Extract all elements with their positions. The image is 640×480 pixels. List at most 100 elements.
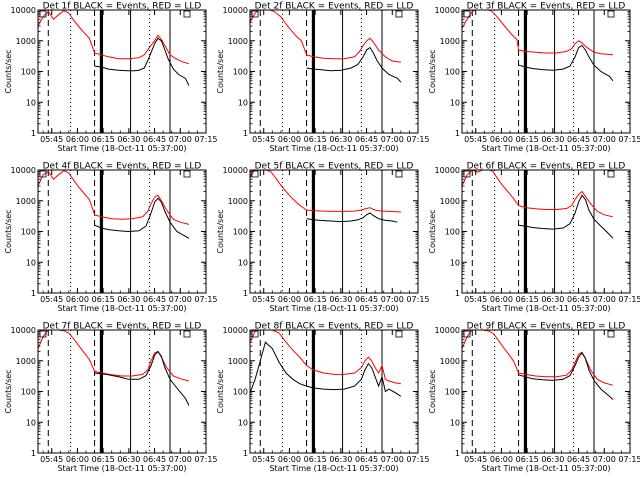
x-tick-label: 06:30 [117,455,140,464]
panel-title: Det 5f BLACK = Events, RED = LLD [255,162,414,172]
x-tick-label: 05:45 [252,295,275,304]
x-tick-label: 05:45 [252,455,275,464]
x-tick-label: 06:30 [117,135,140,144]
plot-frame [461,169,631,294]
x-tick-label: 06:00 [490,455,513,464]
x-tick-label: 07:15 [618,455,640,464]
y-tick-label: 1000 [440,357,460,366]
corner-box-marker [183,170,191,178]
x-axis-label: Start Time (18-Oct-11 05:37:00) [481,304,610,313]
x-tick-label: 06:00 [490,135,513,144]
events-series-line [94,37,190,86]
y-axis-label: Counts/sec [4,209,13,253]
plot-frame [461,9,631,134]
y-tick-label: 1000 [440,37,460,46]
x-tick-label: 06:15 [304,135,327,144]
x-tick-label: 07:00 [169,135,192,144]
panel-title: Det 2f BLACK = Events, RED = LLD [255,2,414,12]
x-tick-label: 06:30 [541,295,564,304]
corner-box-marker [251,170,259,178]
x-tick-label: 06:15 [516,455,539,464]
panel-title: Det 4f BLACK = Events, RED = LLD [43,162,202,172]
corner-box-marker [39,330,47,338]
x-tick-label: 07:15 [618,135,640,144]
y-tick-label: 1 [31,129,36,138]
y-tick-label: 10 [26,98,36,107]
y-axis-label: Counts/sec [4,369,13,413]
x-tick-label: 07:00 [169,295,192,304]
x-tick-label: 07:00 [381,295,404,304]
y-axis-label: Counts/sec [216,49,225,93]
corner-box-marker [395,10,403,18]
x-tick-label: 06:00 [278,295,301,304]
y-tick-label: 1 [243,449,248,458]
x-tick-label: 06:15 [304,295,327,304]
y-tick-label: 10 [450,418,460,427]
panel-det-7: Det 7f BLACK = Events, RED = LLD 1 10 100 10… [4,322,218,474]
y-axis-label: Counts/sec [428,209,437,253]
y-axis-label: Counts/sec [4,49,13,93]
x-tick-label: 06:00 [66,295,89,304]
panel-det-6: Det 6f BLACK = Events, RED = LLD 1 10 100 10… [428,162,640,314]
plot-frame [37,9,207,134]
x-tick-label: 07:00 [593,455,616,464]
y-axis-label: Counts/sec [428,49,437,93]
y-tick-label: 10000 [435,326,460,335]
lld-series-line [462,170,614,218]
panel-title: Det 7f BLACK = Events, RED = LLD [43,322,202,332]
y-axis-label: Counts/sec [428,369,437,413]
x-tick-label: 07:15 [194,295,217,304]
x-tick-label: 07:15 [406,135,429,144]
corner-box-marker [607,10,615,18]
x-tick-label: 07:00 [169,455,192,464]
x-tick-label: 05:45 [40,135,63,144]
x-tick-label: 07:15 [406,455,429,464]
x-tick-label: 05:45 [464,295,487,304]
x-tick-label: 07:00 [593,295,616,304]
panel-title: Det 9f BLACK = Events, RED = LLD [467,322,626,332]
y-tick-label: 10000 [11,326,36,335]
y-tick-label: 10000 [223,6,248,15]
corner-box-marker [607,330,615,338]
x-axis-label: Start Time (18-Oct-11 05:37:00) [269,464,398,473]
x-tick-label: 06:00 [66,135,89,144]
y-tick-label: 10 [238,98,248,107]
y-tick-label: 100 [233,388,248,397]
panel-det-5: Det 5f BLACK = Events, RED = LLD 1 10 100 10… [216,162,430,314]
corner-box-marker [183,330,191,338]
x-tick-label: 07:15 [194,135,217,144]
lld-series-line [38,10,190,65]
events-series-line [518,44,614,82]
y-tick-label: 1000 [16,197,36,206]
y-tick-label: 1 [243,129,248,138]
corner-box-marker [607,170,615,178]
y-tick-label: 10000 [11,6,36,15]
panel-det-1: Det 1f BLACK = Events, RED = LLD 1 10 100 10… [4,2,218,154]
x-tick-label: 05:45 [252,135,275,144]
x-axis-label: Start Time (18-Oct-11 05:37:00) [269,304,398,313]
x-axis-label: Start Time (18-Oct-11 05:37:00) [57,464,186,473]
x-tick-label: 06:00 [278,455,301,464]
corner-box-marker [463,330,471,338]
panel-det-8: Det 8f BLACK = Events, RED = LLD 1 10 100 10… [216,322,430,474]
lld-series-line [250,170,401,213]
x-tick-label: 06:15 [92,455,115,464]
y-tick-label: 10 [26,258,36,267]
lld-series-line [462,10,613,56]
y-tick-label: 100 [21,68,36,77]
x-tick-label: 06:30 [541,455,564,464]
events-series-line [250,341,402,397]
y-tick-label: 10000 [223,326,248,335]
x-tick-label: 06:45 [567,455,590,464]
y-axis-label: Counts/sec [216,209,225,253]
y-tick-label: 10000 [223,166,248,175]
events-series-line [518,352,614,400]
x-tick-label: 07:15 [618,295,640,304]
panel-title: Det 6f BLACK = Events, RED = LLD [467,162,626,172]
corner-box-marker [39,170,47,178]
y-tick-label: 1000 [16,357,36,366]
y-tick-label: 10 [238,258,248,267]
y-tick-label: 10000 [11,166,36,175]
x-tick-label: 06:15 [92,135,115,144]
